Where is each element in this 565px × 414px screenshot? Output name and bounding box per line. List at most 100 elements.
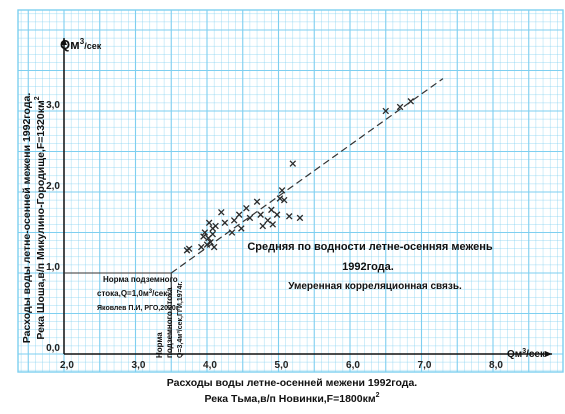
x-tick-label: 7,0 [418, 360, 432, 371]
data-point [278, 187, 286, 194]
data-point [238, 225, 245, 232]
data-point-stroke [198, 243, 205, 251]
annotation-correlation: Умеренная корреляционная связь. [288, 281, 462, 292]
annotation-title-line1: Средняя по водности летне-осенняя межень [247, 241, 493, 253]
data-point-stroke [185, 245, 193, 252]
data-point-stroke [200, 233, 207, 240]
data-point-stroke [207, 238, 214, 246]
data-point-stroke [243, 204, 250, 212]
data-point-stroke [221, 219, 229, 227]
x-axis-title-line2: Река Тьма,в/п Новинки,F=1800км2 [204, 392, 379, 405]
data-point-stroke [253, 198, 261, 205]
tick-labels: 2,0 3,0 4,0 5,0 6,0 7,0 8,0 0,0 1,0 2,0 3,0 [46, 100, 503, 371]
data-point-stroke [273, 211, 281, 218]
data-point [382, 107, 390, 115]
data-point-stroke [246, 214, 254, 222]
data-points [183, 98, 415, 254]
data-point [253, 198, 261, 205]
data-point [268, 206, 275, 214]
norm-left-line2: стока,Q=1,0м3/сек. [97, 289, 169, 298]
data-point [243, 204, 250, 212]
data-point [198, 243, 205, 251]
data-point [207, 238, 214, 246]
y-unit-label: Qм3/сек [60, 37, 102, 52]
data-point-stroke [209, 230, 216, 238]
x-tick-label: 3,0 [132, 360, 146, 371]
data-point [201, 229, 209, 236]
norm-left-line3: Яковлев П.И, РГО,2020г. [97, 305, 180, 312]
x-tick-label: 5,0 [275, 360, 289, 371]
data-point-stroke [382, 107, 390, 115]
data-point-stroke [396, 103, 404, 111]
x-tick-label: 2,0 [60, 360, 74, 371]
y-axis-title-line2: Река Шоша,в/п Микулино-Городище,F=1320км… [34, 96, 47, 339]
norm-bottom-line1: Норма [155, 332, 164, 358]
data-point-stroke [203, 241, 211, 248]
data-point-stroke [296, 214, 304, 222]
data-point [221, 219, 229, 227]
data-point-stroke [268, 206, 275, 214]
grid [17, 9, 564, 373]
y-tick-label: 3,0 [46, 100, 60, 111]
data-point-stroke [264, 217, 272, 224]
data-point-stroke [210, 243, 218, 251]
data-point [289, 160, 297, 167]
y-axis-title-line1: Расходы воды летне-осенней межени 1992го… [21, 93, 33, 344]
data-point-stroke [238, 225, 245, 232]
data-point-stroke [289, 160, 297, 167]
data-point-stroke [285, 213, 293, 220]
y-tick-label: 1,0 [46, 262, 60, 273]
y-tick-label: 0,0 [46, 343, 60, 354]
data-point-stroke [276, 195, 284, 202]
data-point-stroke [257, 211, 264, 218]
regression-line-group [64, 78, 444, 354]
data-point-stroke [212, 222, 219, 230]
data-point [235, 211, 243, 218]
data-point [259, 222, 267, 230]
data-point [205, 219, 213, 227]
y-axis-title: Расходы воды летне-осенней межени 1992го… [21, 93, 47, 344]
data-point-stroke [235, 211, 243, 218]
data-point [273, 211, 281, 218]
plot-frame [17, 9, 564, 373]
data-point [285, 213, 293, 220]
data-point-stroke [230, 217, 238, 224]
x-axis-title-line1: Расходы воды летне-осенней межени 1992го… [167, 377, 418, 389]
data-point [210, 243, 218, 251]
x-axis-arrow [545, 351, 552, 357]
norm-bottom-line2: подземного стока [165, 287, 174, 358]
data-point-stroke [278, 187, 286, 194]
data-point [246, 214, 254, 222]
data-point [269, 221, 277, 228]
data-point [212, 222, 219, 230]
norm-left-line1: Норма подземного [103, 275, 178, 284]
data-point [407, 98, 415, 105]
data-point [296, 214, 304, 222]
norm-bottom-line3: Q=3,4м³/сек,ГГИ,1974г. [177, 281, 184, 358]
data-point [257, 211, 264, 218]
axes [61, 38, 552, 357]
data-point-stroke [218, 208, 225, 216]
data-point [230, 217, 238, 224]
data-point-stroke [228, 229, 236, 236]
data-point [276, 195, 284, 202]
data-point-stroke [280, 196, 288, 204]
x-tick-label: 8,0 [489, 360, 503, 371]
data-point [228, 229, 236, 236]
data-point [396, 103, 404, 111]
regression-line [170, 78, 444, 274]
data-point-stroke [269, 221, 277, 228]
data-point [200, 233, 207, 240]
data-point [280, 196, 288, 204]
data-point [185, 245, 193, 252]
data-point-stroke [201, 229, 209, 236]
data-point-stroke [259, 222, 267, 230]
y-tick-label: 2,0 [46, 181, 60, 192]
data-point [203, 241, 211, 248]
x-tick-label: 6,0 [346, 360, 360, 371]
norm-bottom-annotation: Норма подземного стока Q=3,4м³/сек,ГГИ,1… [155, 281, 184, 358]
data-point [264, 217, 272, 224]
x-tick-label: 4,0 [203, 360, 217, 371]
